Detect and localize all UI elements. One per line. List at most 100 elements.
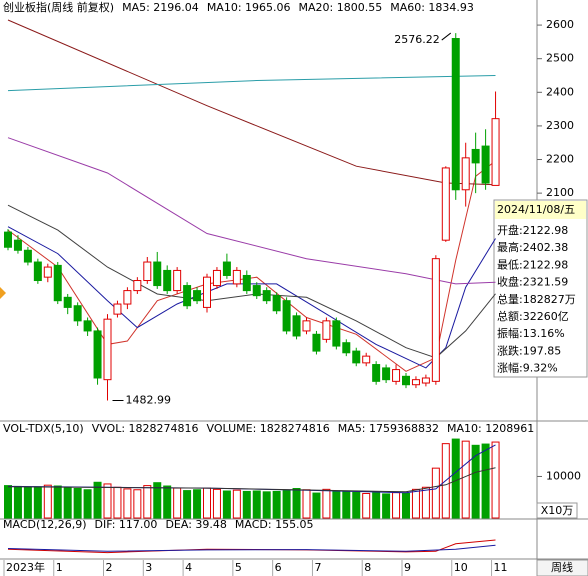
info-row: 总额:32260亿 — [497, 309, 569, 323]
indicator-line — [7, 544, 496, 552]
x-tick-label: 7 — [314, 561, 321, 574]
candle-body — [222, 261, 231, 276]
volume-bar — [33, 486, 42, 519]
volume-bar — [262, 491, 271, 519]
volume-bar — [53, 485, 62, 519]
volume-bar — [212, 488, 221, 519]
y-tick-label: 10000 — [546, 469, 581, 482]
volume-bar — [232, 489, 241, 519]
candle-body — [212, 269, 221, 287]
volume-bar — [63, 487, 72, 519]
panel — [7, 539, 496, 554]
indicator-line — [7, 204, 496, 359]
candle-body — [63, 296, 72, 308]
candle-body — [73, 305, 82, 322]
volume-bar — [431, 467, 440, 519]
volume-bar — [292, 488, 301, 519]
candle-body — [312, 333, 321, 352]
y-tick-label: 2500 — [546, 52, 574, 65]
volume-bar — [322, 488, 331, 519]
volume-bar — [113, 486, 122, 519]
volume-bar — [83, 489, 92, 519]
volume-bar — [332, 490, 341, 519]
x-tick-label: 11 — [494, 561, 508, 574]
candle-body — [113, 303, 122, 315]
x-tick-label: 10 — [454, 561, 468, 574]
volume-bar — [43, 484, 52, 519]
volume-bar — [402, 492, 410, 519]
volume-bar — [173, 487, 182, 519]
x-tick-label: 5 — [235, 561, 242, 574]
volume-bar — [362, 492, 371, 519]
x-tick-label: 6 — [275, 561, 282, 574]
legend-entry: MA5: 2196.04 — [122, 1, 199, 14]
volume-bar — [93, 481, 102, 519]
panel — [4, 19, 500, 401]
candle-body — [203, 276, 211, 308]
candle-body — [13, 239, 22, 251]
volume-bar — [222, 490, 231, 519]
candle-body — [252, 285, 261, 297]
volume-bar — [133, 489, 142, 519]
info-date: 2024/11/08/五 — [497, 203, 575, 216]
info-row: 开盘:2122.98 — [497, 223, 568, 237]
indicator-line — [7, 75, 496, 92]
candle-body — [232, 269, 241, 285]
volume-bar — [143, 485, 152, 519]
info-row: 最高:2402.38 — [497, 240, 568, 254]
volume-bar — [491, 441, 500, 519]
volume-bar — [392, 492, 401, 519]
info-row: 涨跌:197.85 — [497, 343, 561, 357]
volume-bar — [411, 488, 420, 519]
indicator-line — [7, 137, 496, 285]
unit-box — [536, 502, 578, 519]
volume-bar — [312, 492, 321, 519]
info-row: 振幅:13.16% — [497, 326, 565, 340]
legend-entry: VOLUME: 1828274816 — [207, 422, 330, 435]
candle-body — [362, 355, 371, 364]
candle-body — [23, 249, 32, 263]
candle-body — [322, 320, 331, 340]
candle-body — [372, 364, 381, 382]
unit-label: X10万 — [541, 504, 574, 517]
annotation-arrow — [441, 32, 452, 41]
y-tick-label: 2200 — [546, 153, 574, 166]
panel — [4, 438, 500, 519]
candle-body — [332, 320, 341, 347]
legend-entry: VOL-TDX(5,10) — [3, 422, 84, 435]
candle-body — [153, 261, 162, 287]
volume-bar — [103, 483, 112, 519]
volume-bar — [13, 485, 22, 519]
indicator-line — [7, 226, 496, 369]
legend-entry: MA10: 1208961 — [447, 422, 534, 435]
candle-body — [143, 261, 152, 282]
volume-bar — [352, 491, 361, 519]
side-marker — [0, 287, 6, 299]
volume-bar — [193, 489, 202, 519]
info-box: 2024/11/08/五 — [493, 199, 588, 378]
y-tick-label: 2300 — [546, 119, 574, 132]
period-box — [536, 559, 588, 576]
indicator-line — [7, 467, 496, 493]
x-tick-label: 8 — [364, 561, 371, 574]
candle-body — [352, 350, 361, 364]
volume-bar — [272, 490, 281, 519]
candle-body — [272, 295, 281, 312]
volume-bar — [451, 438, 460, 519]
x-tick-label: 1 — [56, 561, 63, 574]
volume-bar — [163, 485, 172, 519]
info-date-bg — [495, 201, 586, 219]
info-row: 涨幅:9.32% — [497, 362, 558, 375]
period-label[interactable]: 周线 — [551, 560, 573, 574]
candle-body — [193, 290, 202, 302]
legend-entry: MA5: 1759368832 — [338, 422, 439, 435]
info-row: 总量:182827万 — [497, 292, 576, 306]
low-annotation: 1482.99 — [126, 394, 172, 407]
info-row: 最低:2122.98 — [497, 258, 568, 271]
candle-body — [481, 145, 490, 184]
candle-body — [53, 264, 62, 302]
candle-body — [33, 261, 42, 282]
candle-body — [282, 300, 291, 332]
